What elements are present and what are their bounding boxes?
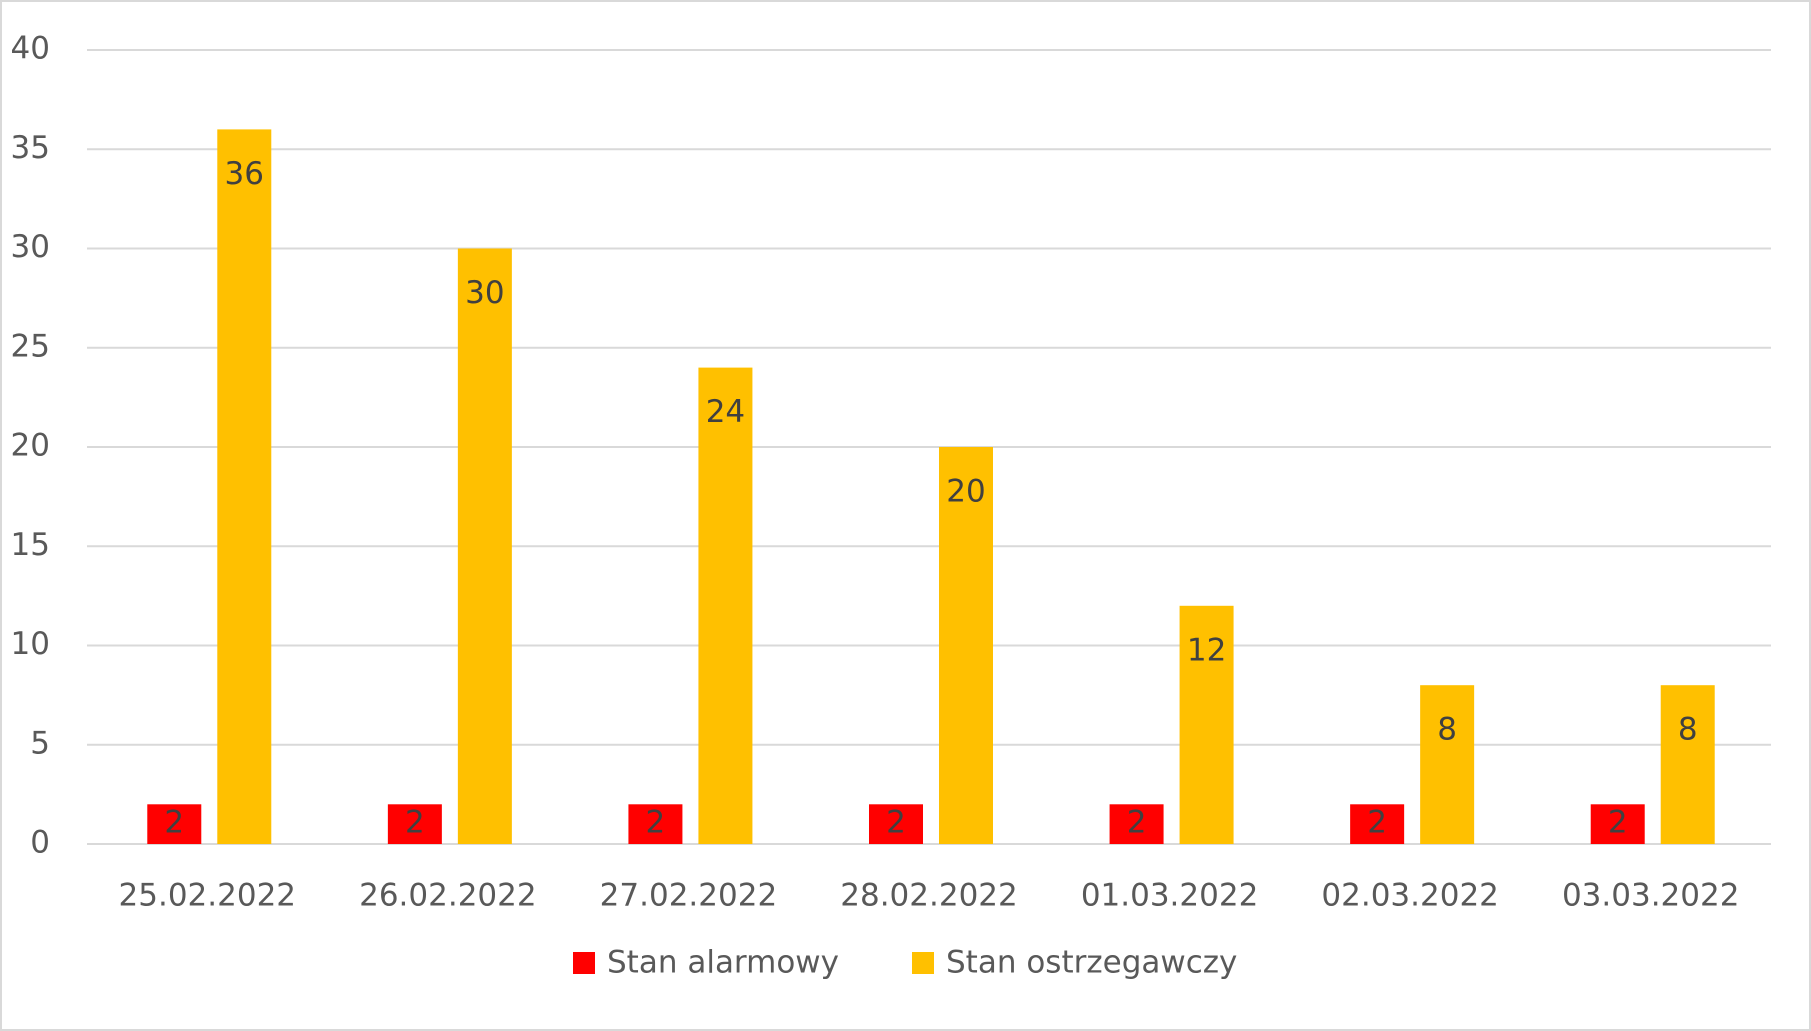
bar	[217, 129, 272, 844]
x-tick-label: 25.02.2022	[119, 878, 297, 914]
y-tick-label: 35	[11, 130, 50, 166]
data-label: 2	[886, 805, 906, 841]
legend-swatch	[573, 952, 595, 974]
y-tick-label: 15	[11, 527, 50, 563]
data-label: 12	[1187, 632, 1226, 668]
data-label: 2	[1608, 805, 1628, 841]
x-tick-label: 28.02.2022	[840, 878, 1018, 914]
data-label: 36	[225, 156, 264, 192]
data-label: 20	[946, 474, 985, 510]
bar	[147, 804, 202, 844]
bar	[387, 804, 442, 844]
data-label: 2	[646, 805, 666, 841]
data-label: 30	[465, 275, 504, 311]
bar	[1179, 605, 1234, 844]
y-tick-label: 25	[11, 328, 50, 364]
data-label: 2	[1127, 805, 1147, 841]
data-label: 2	[164, 805, 184, 841]
bar	[698, 367, 753, 844]
bar	[869, 804, 923, 844]
bar	[1350, 804, 1405, 844]
bar	[1420, 685, 1475, 844]
data-label: 2	[1367, 805, 1387, 841]
bar	[457, 248, 512, 844]
legend-label: Stan alarmowy	[607, 945, 839, 981]
data-label: 2	[405, 805, 425, 841]
data-label: 8	[1437, 712, 1457, 748]
x-tick-label: 01.03.2022	[1081, 878, 1259, 914]
y-tick-label: 20	[11, 428, 50, 464]
y-tick-label: 5	[30, 725, 50, 761]
y-tick-label: 0	[30, 825, 50, 861]
data-label: 24	[706, 394, 745, 430]
y-tick-label: 10	[11, 626, 50, 662]
bar	[1590, 804, 1645, 844]
bar	[1660, 685, 1715, 844]
bar	[1109, 804, 1164, 844]
bar	[628, 804, 683, 844]
x-tick-label: 02.03.2022	[1321, 878, 1499, 914]
x-tick-label: 27.02.2022	[600, 878, 778, 914]
y-tick-label: 30	[11, 229, 50, 265]
x-tick-label: 03.03.2022	[1562, 878, 1740, 914]
data-label: 8	[1678, 712, 1698, 748]
y-tick-label: 40	[11, 31, 50, 67]
legend-swatch	[912, 952, 934, 974]
legend-label: Stan ostrzegawczy	[946, 945, 1237, 981]
x-tick-label: 26.02.2022	[359, 878, 537, 914]
bar	[939, 447, 993, 844]
